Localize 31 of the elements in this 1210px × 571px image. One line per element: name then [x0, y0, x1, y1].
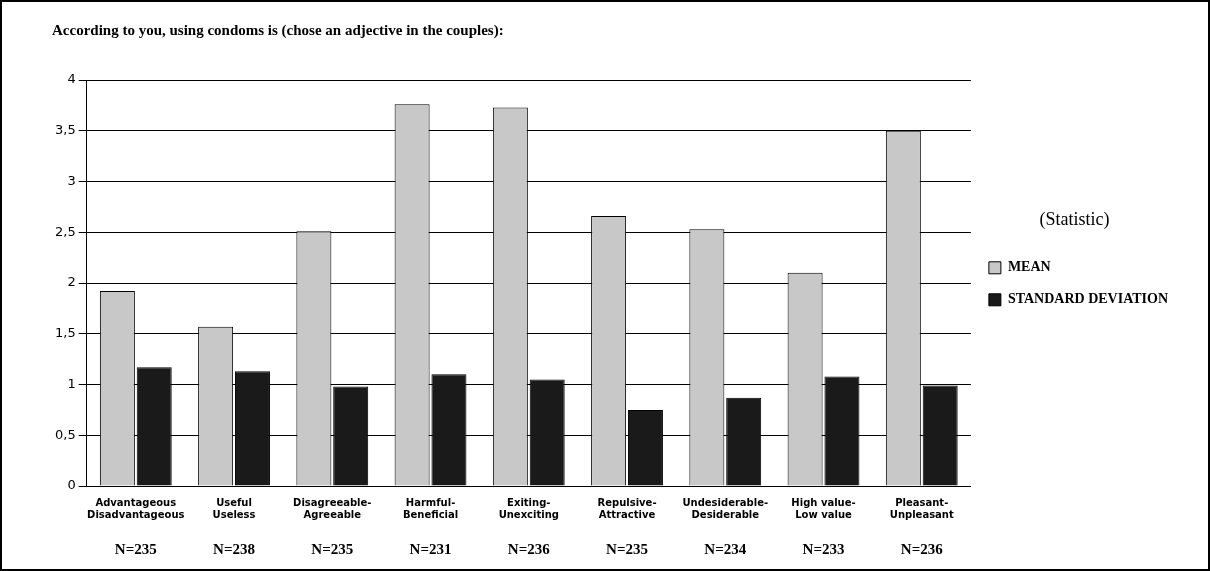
legend-label: STANDARD DEVIATION: [1007, 291, 1169, 307]
y-tick-label: 2,5: [54, 223, 76, 239]
text: N=235: [311, 540, 354, 557]
x-tick-label: Pleasant- Unpleasant: [889, 496, 954, 520]
y-tick-label: 4: [67, 71, 76, 87]
x-tick-label: Undesiderable- Desiderable: [682, 496, 769, 520]
text: N=236: [900, 540, 944, 557]
x-tick-label: Advantageous Disadvantageous: [87, 496, 185, 520]
x-tick-label: Useful Useless: [212, 496, 256, 520]
chart-title: According to you, using condoms is (chose an adjective in the couples):: [52, 21, 504, 39]
text: N=233: [802, 540, 845, 557]
text: N=235: [114, 540, 157, 557]
y-tick-label: 1,5: [54, 325, 76, 341]
y-tick-label: 0: [67, 477, 76, 493]
y-tick-label: 3: [67, 172, 76, 188]
y-tick-label: 1: [67, 375, 76, 391]
y-tick-label: 3,5: [54, 122, 76, 138]
y-tick-label: 0,5: [54, 426, 76, 442]
x-tick-label: Harmful- Beneficial: [402, 496, 459, 520]
x-tick-label: High value- Low value: [791, 496, 856, 520]
legend-title: (Statistic): [1039, 208, 1110, 230]
text: N=235: [606, 540, 648, 557]
legend-label: MEAN: [1007, 259, 1051, 275]
text: N=234: [704, 540, 747, 557]
x-tick-label: Exiting- Unexciting: [498, 496, 559, 520]
text: N=236: [507, 540, 551, 557]
text: N=231: [409, 540, 452, 557]
y-tick-label: 2: [67, 274, 76, 290]
text: N=238: [213, 540, 255, 557]
x-tick-label: Disagreeable- Agreeable: [293, 496, 372, 520]
x-tick-label: Repulsive- Attractive: [597, 496, 657, 520]
